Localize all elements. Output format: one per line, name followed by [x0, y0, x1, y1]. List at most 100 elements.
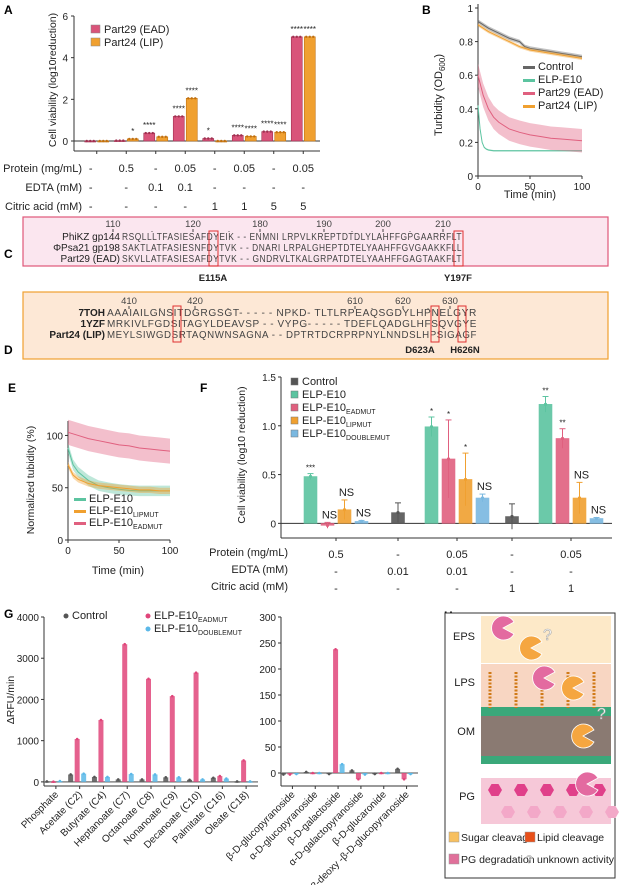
y-tick-label: 0.4	[459, 105, 473, 116]
condition-value: 1	[509, 583, 515, 595]
data-point	[116, 778, 120, 781]
layer-label: OM	[457, 726, 475, 738]
condition-value: -	[89, 182, 93, 194]
sequence-name: 1YZF	[81, 319, 105, 330]
condition-value: -	[396, 583, 400, 595]
bar-part24	[303, 36, 316, 142]
data-point	[359, 519, 364, 524]
data-point	[144, 131, 147, 135]
data-point	[69, 773, 72, 776]
pg-hexagon	[540, 783, 554, 797]
data-point	[248, 780, 252, 783]
data-point	[363, 773, 367, 776]
condition-value: -	[124, 201, 128, 213]
y-tick-label: 0.5	[262, 471, 276, 482]
om-outer-leaflet	[481, 707, 611, 716]
layer-label: EPS	[453, 631, 475, 643]
confidence-band	[478, 23, 582, 61]
pg-hexagon	[605, 805, 619, 819]
legend-label: Part29 (EAD)	[538, 87, 603, 99]
data-point	[194, 671, 198, 674]
data-point	[218, 774, 222, 778]
condition-value: -	[272, 163, 276, 175]
sequence-name: ΦPsa21 gp198	[53, 243, 120, 254]
confidence-band	[68, 461, 170, 494]
condition-value: -	[213, 182, 217, 194]
condition-value: -	[154, 163, 158, 175]
data-point	[577, 496, 582, 500]
data-point	[85, 139, 88, 143]
legend-swatch	[290, 377, 299, 386]
data-point	[174, 115, 177, 118]
data-point	[308, 474, 313, 479]
data-point	[311, 771, 315, 775]
position-dot: .	[409, 224, 412, 234]
mutation-label: E115A	[199, 273, 228, 284]
sequence-name: Part24 (LIP)	[49, 330, 105, 341]
significance-label: NS	[322, 509, 337, 521]
data-point	[153, 773, 157, 776]
series-line	[477, 105, 582, 152]
position-label: 420	[187, 296, 203, 307]
data-point	[216, 139, 219, 143]
y-tick-label: 3000	[17, 654, 40, 665]
legend-swatch	[448, 853, 460, 865]
panel-b-chart: 0 0.2 0.4 0.6 0.8 1 0 50 100 Time (min) Turbidity …	[433, 4, 603, 201]
data-point	[157, 135, 160, 139]
alignment-c: 110 120 180 190 200 210... . PhiKZ gp144 RSQLLLT…	[22, 216, 609, 284]
panel-label-e: E	[8, 381, 16, 395]
x-tick-label: 100	[574, 182, 591, 193]
data-point	[396, 767, 399, 771]
legend-label: ELP-E10DOUBLEMUT	[302, 428, 391, 442]
condition-value: 0.05	[560, 549, 581, 561]
data-point	[151, 131, 154, 135]
condition-value: 1	[212, 201, 218, 213]
confidence-band	[68, 419, 170, 464]
bar	[303, 476, 318, 524]
condition-value: 0.05	[175, 163, 196, 175]
data-point	[282, 131, 285, 134]
highlight-y197	[453, 230, 464, 267]
panel-g-right-chart: 050100150200250300β-D-glucopyranosideα-D…	[224, 613, 418, 885]
y-axis-label: Turbidity (OD600)	[433, 54, 447, 136]
data-point	[463, 477, 468, 482]
data-point	[140, 778, 144, 781]
data-point	[295, 35, 298, 39]
question-icon: ?	[526, 854, 532, 866]
bar	[424, 426, 439, 524]
data-point	[386, 771, 390, 775]
legend-label: ELP-E10LIPMUT	[89, 505, 159, 519]
x-axis-label: Time (min)	[504, 189, 556, 201]
data-point	[147, 677, 150, 681]
legend-label: Lipid cleavage	[537, 832, 604, 844]
y-axis-label: Normalized tubidity (%)	[25, 426, 37, 535]
y-tick-label: 0	[33, 778, 39, 789]
sequence-residues: SAKTLATFASIESNFDYTVK - - DNARI LRPALGHEP…	[122, 243, 462, 254]
data-point	[98, 139, 101, 143]
data-point	[212, 776, 215, 780]
panel-label-b: B	[422, 3, 431, 17]
significance-label: *	[447, 410, 450, 419]
data-point	[188, 778, 191, 782]
data-point	[295, 772, 298, 776]
confidence-band	[478, 19, 582, 59]
legend-swatch	[74, 498, 86, 501]
data-point	[102, 139, 105, 143]
series-line	[67, 464, 170, 492]
layer-label: LPS	[454, 677, 475, 689]
legend-swatch	[90, 24, 101, 34]
legend-swatch	[523, 66, 535, 69]
y-tick-label: 4000	[17, 613, 40, 624]
significance-label: ****	[232, 123, 244, 132]
condition-row-label: Protein (mg/mL)	[209, 547, 288, 559]
x-tick-label: 50	[524, 182, 536, 193]
condition-value: 0.5	[119, 163, 134, 175]
condition-value: -	[455, 583, 459, 595]
confidence-band	[478, 63, 582, 153]
bar	[74, 739, 80, 782]
y-tick-label: 100	[46, 431, 63, 442]
bar	[68, 774, 74, 782]
position-label: 190	[316, 219, 332, 230]
data-point	[187, 97, 190, 100]
